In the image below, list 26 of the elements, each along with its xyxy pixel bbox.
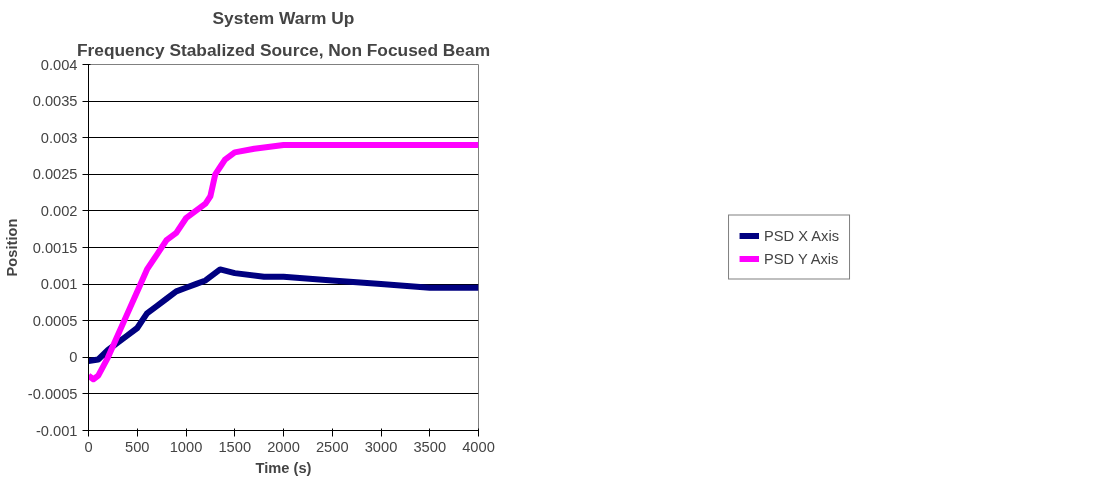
x-tick-label: 1000: [169, 438, 203, 455]
x-tick-label: 500: [125, 438, 150, 455]
x-axis-title: Time (s): [255, 459, 312, 476]
y-tick-label: -0.001: [35, 422, 78, 439]
y-tick-label: 0.002: [40, 202, 78, 219]
x-tick-label: 2500: [315, 438, 349, 455]
y-tick-label: 0: [69, 349, 78, 366]
y-tick-label: 0.0025: [32, 166, 78, 183]
y-tick-label: 0.003: [40, 129, 78, 146]
x-tick-label: 0: [84, 438, 93, 455]
legend-label: PSD X Axis: [764, 227, 839, 244]
x-tick-label: 2000: [267, 438, 300, 455]
x-tick-label: 3500: [413, 438, 447, 455]
legend-label: PSD Y Axis: [764, 250, 839, 267]
x-tick-label: 1500: [218, 438, 252, 455]
y-tick-label: 0.0035: [32, 93, 78, 110]
x-tick-label: 3000: [364, 438, 398, 455]
y-tick-label: 0.004: [40, 56, 78, 73]
chart-subtitle: Frequency Stabalized Source, Non Focused Beam: [76, 39, 491, 60]
x-tick-label: 4000: [462, 438, 495, 455]
y-tick-label: 0.0005: [32, 312, 78, 329]
y-tick-label: -0.0005: [27, 385, 78, 402]
chart-title: System Warm Up: [212, 7, 355, 28]
y-axis-title: Position: [3, 218, 20, 277]
y-tick-label: 0.0015: [32, 239, 78, 256]
y-tick-label: 0.001: [40, 276, 78, 293]
